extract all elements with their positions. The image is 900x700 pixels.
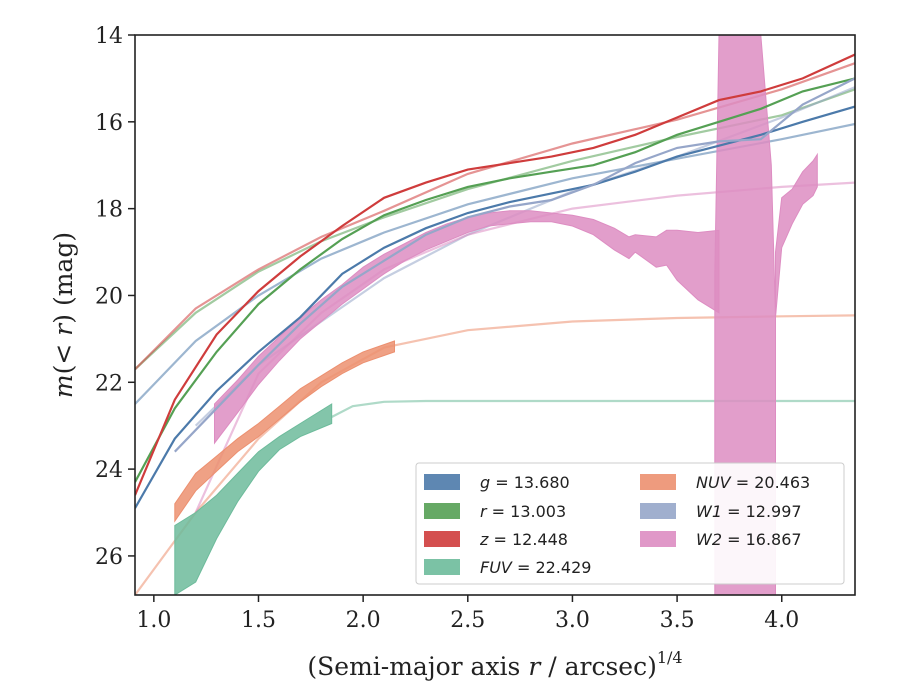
profile-line-g [135,105,855,509]
x-axis-label-exponent: 1/4 [657,648,683,667]
y-tick-label: 20 [95,284,123,309]
legend-label-w2: W2 = 16.867 [696,530,802,549]
legend-swatch-g [424,474,460,490]
profile-line-r [135,77,855,483]
x-axis-label: (Semi-major axis r / arcsec)1/4 [307,648,682,681]
y-tick-label: 26 [95,545,123,570]
band-areas [174,35,818,595]
x-tick-label: 1.5 [241,608,276,633]
x-axis-label-main: (Semi-major axis [307,652,528,681]
legend-label-g: g = 13.680 [480,473,570,492]
profile-line-z [135,53,855,496]
y-axis-label: m(< r) (mag) [49,232,78,398]
band-w2-8 [775,152,818,318]
legend-label-nuv: NUV = 20.463 [696,473,810,492]
x-tick-label: 2.0 [346,608,381,633]
profile-line-w1 [174,77,855,453]
x-tick-label: 4.0 [764,608,799,633]
legend-swatch-z [424,531,460,547]
y-tick-label: 14 [95,24,123,49]
legend-swatch-r [424,503,460,519]
x-axis-label-tail: / arcsec) [540,652,657,681]
x-tick-label: 1.0 [136,608,171,633]
x-tick-label: 3.0 [555,608,590,633]
band-nuv-4 [174,340,395,523]
profile-lines [135,53,855,509]
plot-frame [134,34,856,596]
y-axis-label-tail: ) (mag) [49,232,78,324]
legend-label-z: z = 12.448 [479,530,568,549]
legend-label-r: r = 13.003 [480,502,566,521]
legend-swatch-w2 [640,531,676,547]
y-tick-label: 24 [95,458,123,483]
band-w2-7 [714,35,776,595]
y-axis-label-m: m [49,374,78,398]
legend-swatch-nuv [640,474,676,490]
legend-label-fuv: FUV = 22.429 [480,558,591,577]
y-axis-label-r: r [49,322,78,336]
x-tick-label: 2.5 [450,608,485,633]
legend-box [415,462,845,585]
legend-label-w1: W1 = 12.997 [696,502,802,521]
y-tick-label: 22 [95,371,123,396]
y-axis-ticks: 14 16 18 20 22 24 26 [95,24,135,570]
x-axis-ticks: 1.0 1.5 2.0 2.5 3.0 3.5 4.0 [136,595,799,633]
legend-swatch-fuv [424,559,460,575]
x-tick-label: 3.5 [660,608,695,633]
legend-swatch-w1 [640,503,676,519]
legend: g = 13.680 r = 13.003 z = 12.448 FUV = 22.4… [415,462,845,585]
y-tick-label: 18 [95,198,123,223]
band-fuv-5 [174,403,333,595]
x-axis-label-r: r [528,652,542,681]
y-axis-label-mid: (< [49,336,78,375]
y-tick-label: 16 [95,111,123,136]
